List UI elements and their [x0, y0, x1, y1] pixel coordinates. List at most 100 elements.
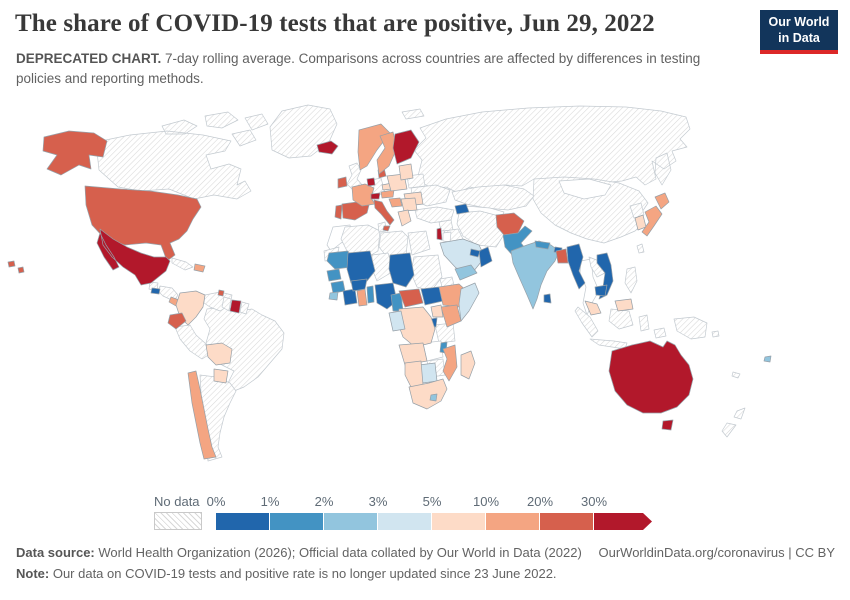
legend-bin-30%+[interactable]: [594, 513, 652, 530]
country-serbia[interactable]: Serbia — 5-10%: [400, 197, 418, 212]
country-latvia[interactable]: Latvia — 5-10%: [398, 163, 414, 181]
country-mongolia[interactable]: Mongolia — No data: [558, 178, 612, 200]
country-chile[interactable]: Chile — 10-20%: [187, 370, 217, 460]
country-vietnam[interactable]: Vietnam — 0-1%: [596, 252, 614, 300]
country-chad[interactable]: Chad — 0-1%: [388, 252, 415, 288]
country-india[interactable]: India — 2-3%: [510, 240, 560, 310]
legend-bin-0-1%[interactable]: [216, 513, 270, 530]
country-bangladesh[interactable]: Bangladesh — 20-30%: [555, 248, 569, 264]
legend-color-bar: [216, 513, 652, 530]
country-svalbard[interactable]: Svalbard — No data: [401, 108, 425, 120]
country-lesotho[interactable]: Lesotho — 2-3%: [429, 393, 438, 402]
country-mali[interactable]: Mali — 0-1%: [346, 250, 376, 284]
country-ghana[interactable]: Ghana — 10-20%: [356, 288, 368, 307]
country-bolivia[interactable]: Bolivia — 5-10%: [205, 342, 233, 366]
country-france[interactable]: France — 10-20%: [351, 183, 376, 207]
country-papua-new-guinea[interactable]: Papua New Guinea — No data: [673, 316, 708, 340]
country-egypt[interactable]: Egypt — No data: [407, 230, 431, 256]
country-israel[interactable]: Israel — 30%+: [436, 227, 443, 241]
country-ireland[interactable]: Ireland — 20-30%: [337, 176, 348, 189]
country-madagascar[interactable]: Madagascar — 5-10%: [460, 350, 476, 380]
country-mozambique[interactable]: Mozambique — 10-20%: [442, 344, 458, 382]
country-azerbaijan[interactable]: Azerbaijan — 0-1%: [454, 203, 470, 215]
country-cuba[interactable]: Cuba — No data: [171, 257, 194, 271]
country-new-zealand[interactable]: New Zealand — No data: [721, 407, 746, 438]
country-tanzania[interactable]: Tanzania — No data: [434, 322, 456, 344]
country-nepal[interactable]: Nepal — 1-2%: [534, 240, 551, 250]
country-portugal[interactable]: Portugal — 20-30%: [334, 204, 343, 220]
country-indonesia[interactable]: Indonesia — No data: [574, 306, 667, 350]
country-mexico[interactable]: Mexico — 30%+: [96, 228, 171, 286]
legend-bin-5-10%[interactable]: [432, 513, 486, 530]
data-source-text: World Health Organization (2026); Offici…: [94, 545, 582, 560]
country-new-caledonia[interactable]: New Caledonia — No data: [731, 371, 741, 379]
data-source-label: Data source:: [16, 545, 95, 560]
country-cambodia[interactable]: Cambodia — 0-1%: [594, 284, 608, 297]
country-philippines[interactable]: Philippines — No data: [624, 266, 638, 294]
country-jordan[interactable]: Jordan — No data: [442, 231, 452, 243]
page-title: The share of COVID-19 tests that are pos…: [15, 10, 655, 37]
country-mauritania[interactable]: Mauritania — 1-2%: [326, 250, 353, 270]
country-yemen[interactable]: Yemen — 2-3%: [454, 264, 478, 281]
country-croatia[interactable]: Croatia — 10-20%: [388, 197, 403, 208]
data-source-line: Data source: World Health Organization (…: [16, 545, 582, 560]
country-peru[interactable]: Peru — No data: [174, 324, 211, 360]
country-australia[interactable]: Australia — 30%+: [608, 340, 694, 431]
country-burkina-faso[interactable]: Burkina Faso — 0-1%: [350, 278, 368, 292]
legend-bin-2-3%[interactable]: [324, 513, 378, 530]
country-iran[interactable]: Iran — No data: [456, 210, 506, 248]
legend-bin-20-30%[interactable]: [540, 513, 594, 530]
legend-bin-1-2%[interactable]: [270, 513, 324, 530]
country-uganda[interactable]: Uganda — 5-10%: [430, 304, 444, 318]
country-saudi-arabia[interactable]: Saudi Arabia — 3-5%: [439, 238, 486, 273]
country-angola[interactable]: Angola — 5-10%: [398, 342, 428, 366]
country-namibia[interactable]: Namibia — 5-10%: [404, 360, 424, 388]
country-cote-divoire[interactable]: Cote d'Ivoire — 0-1%: [342, 288, 358, 306]
legend-bin-10-20%[interactable]: [486, 513, 540, 530]
country-taiwan[interactable]: Taiwan — No data: [636, 243, 645, 254]
country-central-african-republic[interactable]: Central African Republic — 20-30%: [398, 288, 424, 308]
country-solomon-islands[interactable]: Solomon Islands — No data: [711, 330, 720, 338]
country-austria[interactable]: Austria — 10-20%: [380, 189, 395, 199]
country-kazakhstan[interactable]: Kazakhstan — No data: [451, 184, 535, 211]
country-libya[interactable]: Libya — No data: [378, 230, 409, 258]
country-malaysia[interactable]: Malaysia — 5-10%: [584, 298, 634, 316]
country-italy[interactable]: Italy — 20-30%: [373, 199, 395, 232]
country-greece[interactable]: Greece — 5-10%: [397, 209, 412, 227]
legend-bin-3-5%[interactable]: [378, 513, 432, 530]
country-china[interactable]: China — No data: [532, 176, 649, 244]
country-sierra-leone[interactable]: Sierra Leone — 2-3%: [328, 291, 339, 301]
country-suriname[interactable]: Suriname — 30%+: [229, 299, 242, 314]
country-sudan[interactable]: Sudan — No data: [410, 254, 443, 292]
country-paraguay[interactable]: Paraguay — 5-10%: [213, 368, 229, 384]
country-kenya[interactable]: Kenya — 10-20%: [440, 304, 462, 328]
country-finland[interactable]: Finland — 30%+: [392, 129, 420, 165]
country-north-korea[interactable]: North Korea — No data: [629, 202, 645, 219]
country-japan[interactable]: Japan — 10-20%: [641, 192, 670, 237]
country-sweden[interactable]: Sweden — 10-20%: [376, 131, 398, 175]
country-united-arab-emirates[interactable]: United Arab Emirates — 0-1%: [469, 248, 481, 258]
country-canada[interactable]: Canada — No data: [95, 111, 269, 200]
country-oman[interactable]: Oman — 0-1%: [478, 246, 493, 268]
country-somalia[interactable]: Somalia — 3-5%: [458, 282, 480, 322]
country-dominican-republic[interactable]: Dominican Republic — 10-20%: [193, 263, 206, 273]
country-switzerland[interactable]: Switzerland — 30%+: [370, 192, 381, 200]
country-sri-lanka[interactable]: Sri Lanka — 0-1%: [543, 293, 552, 304]
country-benin[interactable]: Benin — 1-2%: [366, 285, 375, 304]
country-myanmar[interactable]: Myanmar — 0-1%: [566, 243, 586, 290]
country-gabon[interactable]: Gabon — 3-5%: [388, 310, 406, 332]
country-guyana[interactable]: Guyana — No data: [221, 296, 232, 312]
country-russia[interactable]: Russia — No data: [413, 105, 691, 194]
country-iceland[interactable]: Iceland — 30%+: [316, 140, 339, 155]
country-french-guiana[interactable]: French Guiana — No data: [239, 301, 250, 315]
country-south-africa[interactable]: South Africa — 5-10%: [408, 378, 448, 410]
country-el-salvador[interactable]: El Salvador — 0-1%: [150, 287, 161, 295]
country-trinidad-and-tobago[interactable]: Trinidad and Tobago — 20-30%: [217, 289, 225, 297]
country-ecuador[interactable]: Ecuador — 20-30%: [167, 312, 187, 330]
country-belgium[interactable]: Belgium — 30%+: [366, 177, 376, 187]
country-usa[interactable]: United States — 20-30%: [7, 130, 202, 274]
no-data-swatch[interactable]: [154, 512, 202, 530]
country-senegal[interactable]: Senegal — 1-2%: [326, 268, 342, 282]
country-fiji[interactable]: Fiji — 2-3%: [763, 355, 772, 363]
